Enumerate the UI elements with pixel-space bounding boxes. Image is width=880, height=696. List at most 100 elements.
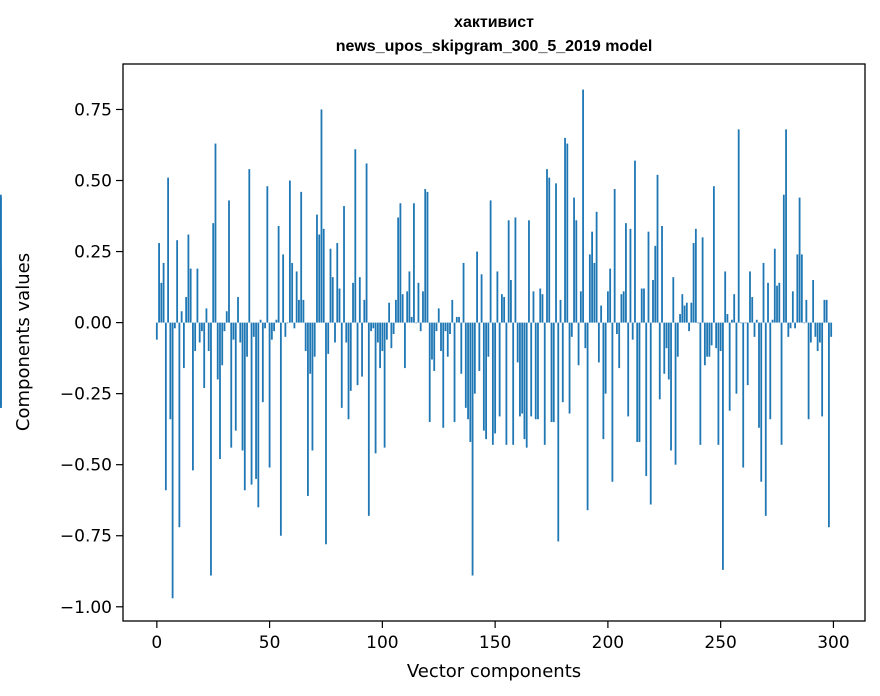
bar xyxy=(234,322,237,431)
bar xyxy=(182,322,185,369)
bar xyxy=(532,291,535,323)
bar xyxy=(816,322,819,352)
bar xyxy=(241,322,244,451)
y-tick-label: −0.75 xyxy=(60,527,112,547)
bar xyxy=(392,322,395,334)
bar xyxy=(701,237,704,323)
bar xyxy=(460,322,463,374)
bar xyxy=(629,228,632,323)
bar xyxy=(198,322,201,343)
bar xyxy=(568,322,571,414)
bar xyxy=(365,163,368,323)
bar xyxy=(237,297,239,323)
bar xyxy=(500,294,503,323)
bar xyxy=(270,322,273,340)
bar xyxy=(223,322,226,332)
bar xyxy=(291,262,294,323)
bar xyxy=(426,191,429,323)
bar xyxy=(228,200,230,323)
bar xyxy=(708,322,711,357)
bar xyxy=(379,322,381,369)
bar xyxy=(825,299,828,323)
bar xyxy=(566,143,569,323)
bar xyxy=(485,322,487,440)
bar xyxy=(372,322,375,329)
y-tick-label: −1.00 xyxy=(60,598,112,618)
bar xyxy=(625,223,627,323)
bar xyxy=(349,322,352,391)
bar xyxy=(286,322,289,324)
bar xyxy=(609,268,612,323)
bar xyxy=(458,316,460,323)
bar xyxy=(219,322,221,460)
bar xyxy=(394,299,397,323)
bar xyxy=(694,228,697,323)
bar xyxy=(823,299,826,323)
bar xyxy=(464,322,467,408)
bar xyxy=(469,322,472,442)
bar xyxy=(534,322,537,420)
bar xyxy=(408,271,411,323)
bar xyxy=(304,322,307,352)
bar xyxy=(176,240,179,323)
bar xyxy=(670,322,672,451)
bar xyxy=(649,322,652,505)
bar xyxy=(293,322,296,329)
bar xyxy=(498,322,501,417)
x-tick-label: 300 xyxy=(817,633,849,653)
bar xyxy=(683,305,686,323)
bar xyxy=(370,322,372,332)
bar xyxy=(455,316,458,323)
bar xyxy=(410,316,413,323)
bar xyxy=(212,223,215,323)
bar xyxy=(737,129,740,323)
bar xyxy=(715,322,718,349)
y-tick-label: −0.25 xyxy=(60,385,112,405)
bar xyxy=(415,322,418,324)
bar xyxy=(248,169,251,323)
bar xyxy=(259,319,262,323)
bar xyxy=(433,322,436,371)
bar xyxy=(812,279,815,323)
bar xyxy=(345,322,348,343)
x-tick-label: 100 xyxy=(366,633,398,653)
bar xyxy=(261,322,264,403)
bar xyxy=(780,322,783,445)
bar xyxy=(381,322,384,352)
bar xyxy=(160,282,163,323)
bar xyxy=(604,322,607,394)
bar xyxy=(699,322,702,445)
y-tick-label: −0.50 xyxy=(60,456,112,476)
bar xyxy=(636,322,639,442)
bar xyxy=(710,322,713,346)
bar xyxy=(480,274,483,323)
bar xyxy=(268,322,271,468)
bar xyxy=(794,322,796,329)
bar xyxy=(203,322,206,388)
bar xyxy=(751,297,754,323)
bar xyxy=(692,243,695,323)
bar xyxy=(239,322,242,343)
bar xyxy=(431,322,433,360)
bar xyxy=(189,268,192,323)
x-axis-ticks: 0 50 100 150 200 250 300 xyxy=(151,621,850,653)
bar xyxy=(255,322,257,479)
bar xyxy=(622,291,625,323)
bar xyxy=(755,319,758,323)
bar xyxy=(491,322,494,445)
bar xyxy=(399,203,402,323)
bar xyxy=(282,254,285,323)
bar xyxy=(187,234,190,323)
bar xyxy=(537,322,539,420)
bar xyxy=(424,189,427,323)
bar xyxy=(449,322,451,334)
bar xyxy=(521,322,524,414)
bar xyxy=(185,297,188,323)
bar xyxy=(724,271,727,323)
bar xyxy=(805,299,808,323)
bar xyxy=(620,294,623,323)
bar xyxy=(167,177,169,323)
bar xyxy=(216,322,219,380)
bar xyxy=(252,322,255,337)
bar xyxy=(789,322,792,329)
